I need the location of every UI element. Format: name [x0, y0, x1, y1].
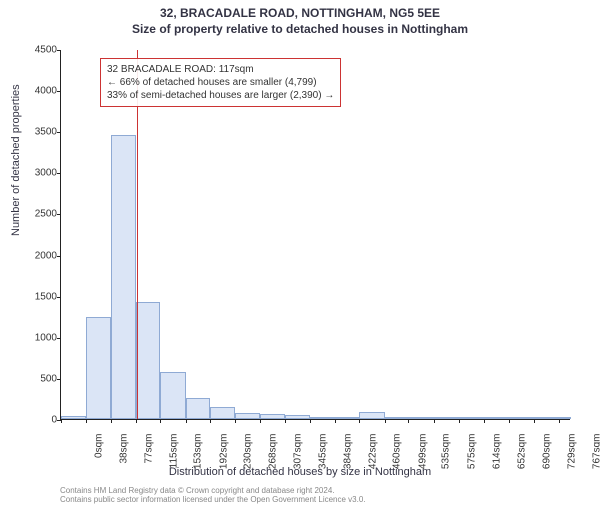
histogram-bar — [434, 417, 459, 419]
histogram-bar — [310, 417, 335, 419]
x-axis-label: Distribution of detached houses by size … — [0, 466, 600, 478]
y-tick-label: 3500 — [19, 127, 57, 138]
annotation-line-3: 33% of semi-detached houses are larger (… — [107, 89, 334, 102]
histogram-bar — [210, 407, 235, 419]
histogram-bar — [408, 417, 434, 419]
footer-line-2: Contains public sector information licen… — [60, 495, 366, 504]
histogram-bar — [459, 417, 484, 419]
histogram-bar — [61, 416, 86, 419]
page-title-subtitle: Size of property relative to detached ho… — [0, 22, 600, 36]
histogram-bar — [509, 417, 534, 419]
y-tick-label: 500 — [19, 373, 57, 384]
histogram-bar — [534, 417, 559, 419]
footer-attribution: Contains HM Land Registry data © Crown c… — [60, 486, 366, 504]
annotation-line-2: ← 66% of detached houses are smaller (4,… — [107, 76, 334, 89]
histogram-bar — [160, 372, 185, 419]
histogram-bar — [335, 417, 360, 419]
y-tick-label: 2500 — [19, 209, 57, 220]
annotation-line-1: 32 BRACADALE ROAD: 117sqm — [107, 63, 334, 76]
y-tick-label: 1000 — [19, 332, 57, 343]
y-tick-label: 2000 — [19, 250, 57, 261]
y-tick-label: 4000 — [19, 86, 57, 97]
footer-line-1: Contains HM Land Registry data © Crown c… — [60, 486, 366, 495]
histogram-bar — [86, 317, 111, 419]
histogram-bar — [484, 417, 509, 419]
page-title-address: 32, BRACADALE ROAD, NOTTINGHAM, NG5 5EE — [0, 6, 600, 20]
histogram-chart: 0500100015002000250030003500400045000sqm… — [60, 50, 570, 420]
histogram-bar — [385, 417, 408, 419]
annotation-box: 32 BRACADALE ROAD: 117sqm ← 66% of detac… — [100, 58, 341, 107]
histogram-bar — [111, 135, 136, 419]
histogram-bar — [285, 415, 310, 419]
y-tick-label: 4500 — [19, 45, 57, 56]
y-tick-label: 1500 — [19, 291, 57, 302]
histogram-bar — [235, 413, 260, 419]
histogram-bar — [559, 417, 571, 419]
y-tick-label: 0 — [19, 415, 57, 426]
histogram-bar — [136, 302, 161, 419]
histogram-bar — [186, 398, 211, 419]
y-tick-label: 3000 — [19, 168, 57, 179]
histogram-bar — [260, 414, 285, 419]
histogram-bar — [359, 412, 384, 419]
